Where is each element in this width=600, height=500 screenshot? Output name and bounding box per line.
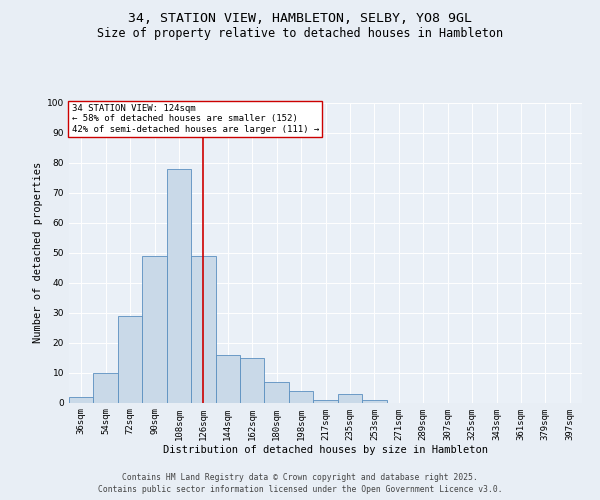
Text: 34 STATION VIEW: 124sqm
← 58% of detached houses are smaller (152)
42% of semi-d: 34 STATION VIEW: 124sqm ← 58% of detache… <box>71 104 319 134</box>
Bar <box>118 316 142 402</box>
Bar <box>338 394 362 402</box>
Bar <box>215 354 240 403</box>
Text: Contains HM Land Registry data © Crown copyright and database right 2025.: Contains HM Land Registry data © Crown c… <box>122 472 478 482</box>
Bar <box>240 358 265 403</box>
Y-axis label: Number of detached properties: Number of detached properties <box>33 162 43 343</box>
Text: Contains public sector information licensed under the Open Government Licence v3: Contains public sector information licen… <box>98 485 502 494</box>
Bar <box>167 168 191 402</box>
Bar <box>142 256 167 402</box>
X-axis label: Distribution of detached houses by size in Hambleton: Distribution of detached houses by size … <box>163 445 488 455</box>
Bar <box>265 382 289 402</box>
Bar <box>289 390 313 402</box>
Text: Size of property relative to detached houses in Hambleton: Size of property relative to detached ho… <box>97 28 503 40</box>
Bar <box>94 372 118 402</box>
Bar <box>191 256 215 402</box>
Bar <box>313 400 338 402</box>
Text: 34, STATION VIEW, HAMBLETON, SELBY, YO8 9GL: 34, STATION VIEW, HAMBLETON, SELBY, YO8 … <box>128 12 472 26</box>
Bar <box>362 400 386 402</box>
Bar <box>69 396 94 402</box>
